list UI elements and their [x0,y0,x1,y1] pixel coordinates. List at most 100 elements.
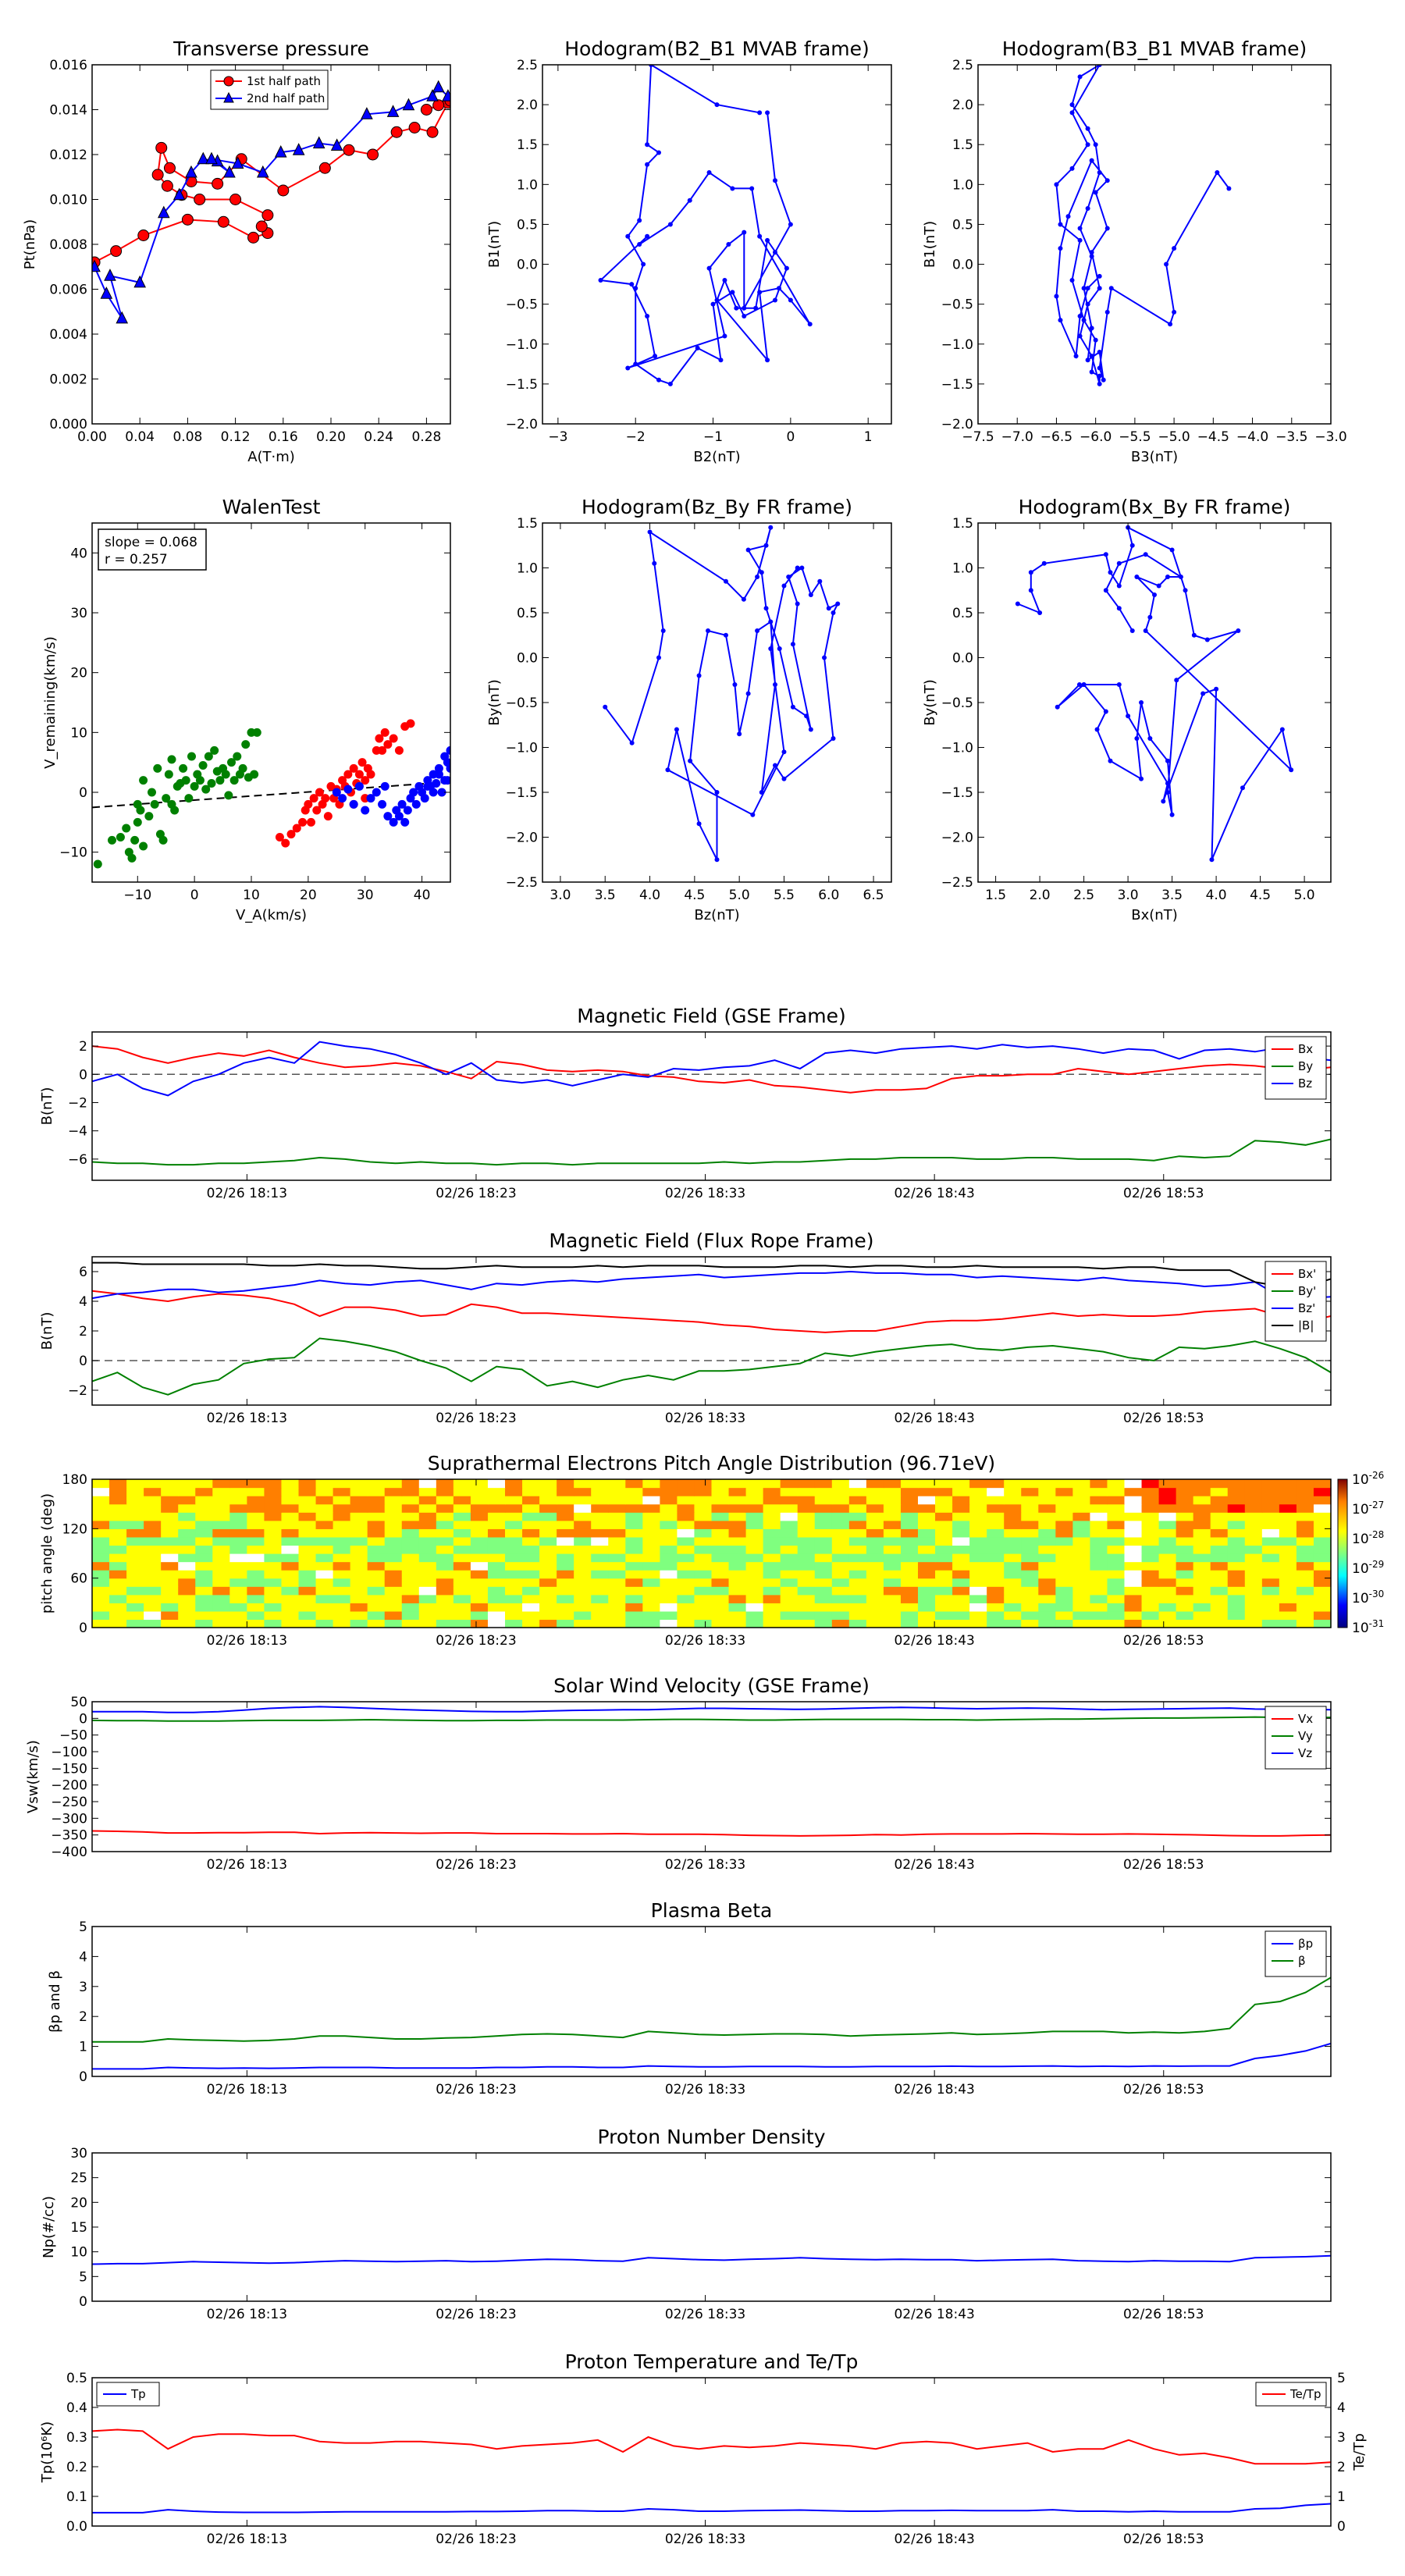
pad-cell [1004,1479,1022,1489]
pad-cell [212,1578,230,1587]
hodo3-point [808,727,813,732]
pad-cell [539,1603,557,1612]
walen-point [380,728,389,737]
pad-ytick-label: 180 [62,1472,87,1488]
pt-ytick-label: 0.006 [49,283,87,298]
pad-cell [797,1586,816,1596]
pad-cell [126,1528,144,1538]
pt-point [318,162,331,174]
vsw-ytick-label: −400 [51,1845,87,1860]
pad-cell [1176,1536,1194,1546]
pad-cell [1261,1528,1280,1538]
pad-cell [178,1553,196,1563]
hodo3-ytick-label: 0.5 [517,606,538,621]
pad-cell [315,1496,334,1505]
pad-cell [315,1503,334,1513]
pad-cell [1210,1610,1229,1621]
hodo2-point [1073,354,1079,359]
pt-series-line [94,86,449,319]
hodo2-point [1097,350,1102,354]
pad-cell [1193,1487,1211,1496]
pad-cell [436,1496,454,1505]
pad-cell [1227,1619,1246,1628]
hodo4-point [1178,575,1183,579]
hodo2-point [1097,373,1102,379]
pad-cell [522,1512,540,1521]
pad-cell [642,1479,660,1489]
pad-cell [608,1487,626,1496]
walen-point [434,763,443,773]
pad-cell [694,1528,713,1538]
hodo1-point [773,178,777,183]
pad-cell [247,1503,265,1513]
pad-cell [315,1561,334,1571]
pad-cell [418,1512,437,1521]
pad-cell [608,1545,626,1554]
pad-cell [436,1503,454,1513]
pad-cell [1313,1528,1332,1538]
pad-cell [247,1578,265,1587]
pad-cell [470,1528,489,1538]
pad-cell [591,1603,609,1612]
pad-cell [161,1479,179,1489]
pad-cell [557,1603,574,1612]
pad-colorbar-exponent: -30 [1369,1589,1385,1599]
pad-cell [264,1603,283,1612]
pad-cell [505,1586,523,1596]
hodo4-point [1116,606,1122,611]
pad-cell [660,1586,678,1596]
pad-cell [1107,1536,1126,1546]
pad-cell [178,1512,196,1521]
walen-point [224,791,233,800]
pad-ylabel: pitch angle (deg) [39,1493,55,1614]
pt-point [330,138,343,151]
pad-cell [487,1503,506,1513]
pad-cell [918,1553,936,1563]
walen-point [144,812,154,821]
pad-cell [1296,1545,1314,1554]
pad-cell [677,1578,695,1587]
pad-cell [677,1570,695,1579]
pad-cell [574,1610,592,1621]
pad-cell [229,1619,247,1628]
pad-cell [987,1528,1005,1538]
pad-cell [642,1536,660,1546]
pad-cell [350,1619,368,1628]
pt-point [292,143,305,155]
pad-cell [1072,1479,1091,1489]
hodo3-point [831,736,836,741]
pad-time-tick-label: 02/26 18:53 [1123,1633,1204,1649]
pad-cell [1021,1545,1039,1554]
hodo4-point [1015,601,1020,607]
hodo3-xtick-label: 6.5 [863,888,884,903]
hodo3-xtick-label: 4.5 [684,888,705,903]
pad-cell [281,1586,300,1596]
pad-cell [281,1603,300,1612]
pad-cell [677,1561,695,1571]
pad-cell [350,1536,368,1546]
pad-cell [505,1619,523,1628]
pad-cell [436,1603,454,1612]
pad-cell [109,1528,127,1538]
hodo2-point [1164,262,1169,267]
pad-cell [92,1479,110,1489]
pad-cell [866,1545,884,1554]
pad-cell [1055,1528,1073,1538]
pad-cell [126,1536,144,1546]
hodo2-point [1054,182,1059,187]
pad-cell [212,1487,230,1496]
hodo2-point [1104,309,1110,315]
pad-cell [625,1610,643,1621]
hodo3-xtick-label: 4.0 [639,888,660,903]
pad-cell [987,1496,1005,1505]
pad-cell [418,1520,437,1529]
pad-cell [711,1536,730,1546]
pad-cell [505,1610,523,1621]
np-ytick-label: 20 [70,2195,87,2211]
pad-cell [229,1603,247,1612]
pad-cell [1158,1619,1177,1628]
pad-cell [728,1610,747,1621]
hodo1-point [742,314,747,318]
pad-cell [453,1536,471,1546]
pad-cell [574,1512,592,1521]
